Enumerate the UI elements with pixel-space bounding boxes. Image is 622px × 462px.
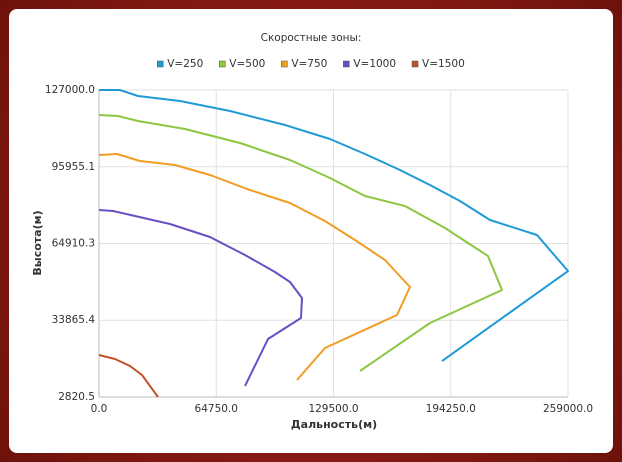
x-axis-label: Дальность(м): [291, 418, 377, 431]
legend-label: V=750: [291, 58, 327, 70]
legend-swatch: [281, 60, 288, 68]
legend-label: V=1500: [422, 58, 465, 70]
y-axis-label: Высота(м): [31, 210, 44, 275]
legend-label: V=250: [167, 58, 203, 70]
x-tick-label: 129500.0: [308, 403, 358, 415]
y-tick-label: 64910.3: [52, 237, 95, 249]
legend-swatch: [157, 60, 164, 68]
x-tick-label: 259000.0: [543, 403, 593, 415]
series-line: [98, 153, 411, 381]
legend-label: V=500: [229, 58, 265, 70]
legend-swatch: [343, 60, 350, 68]
legend-label: V=1000: [353, 58, 396, 70]
series-line: [98, 114, 503, 372]
x-tick-label: 64750.0: [195, 403, 238, 415]
series-line: [99, 89, 569, 362]
chart-title: Скоростные зоны:: [261, 32, 362, 44]
chart-panel: [9, 9, 613, 453]
series-line: [98, 209, 303, 387]
series-line: [98, 354, 159, 398]
y-tick-label: 127000.0: [45, 84, 95, 96]
x-tick-label: 0.0: [91, 403, 108, 415]
x-tick-label: 194250.0: [426, 403, 476, 415]
legend-swatch: [411, 60, 419, 68]
y-tick-label: 95955.1: [52, 161, 95, 173]
legend-swatch: [219, 60, 226, 68]
y-tick-label: 33865.4: [52, 314, 96, 326]
y-tick-label: 2820.5: [58, 391, 95, 403]
